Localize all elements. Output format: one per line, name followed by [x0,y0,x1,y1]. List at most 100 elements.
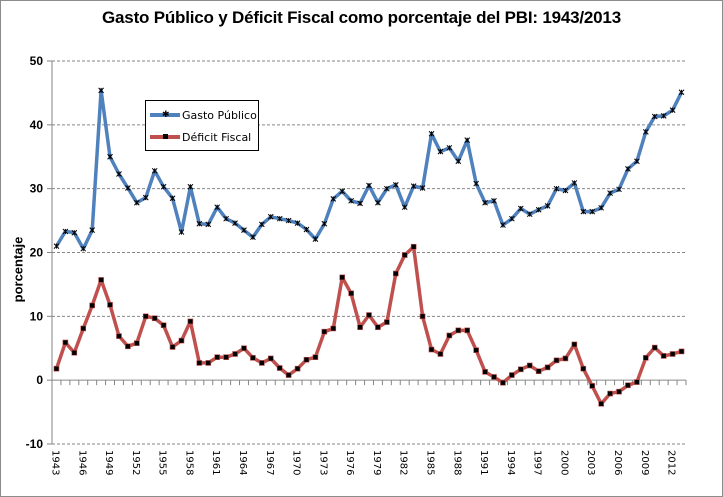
data-point-deficit [607,390,613,397]
x-tick-label: 2009 [639,450,650,475]
data-point-deficit [643,355,649,361]
x-tick-label: 2003 [585,450,596,475]
x-tick-label: 1973 [317,450,328,475]
x-tick-label: 1997 [532,450,543,475]
data-point-deficit [294,365,301,372]
data-point-deficit [366,312,372,318]
data-point-gasto [348,197,354,204]
data-point-gasto [53,243,60,249]
x-tick-label: 1991 [478,450,489,475]
data-point-gasto [330,196,337,202]
data-point-gasto [232,220,238,226]
data-point-gasto [312,236,319,242]
legend-item-gasto: ✱ Gasto Público [150,107,257,123]
data-point-gasto [509,215,515,222]
data-point-gasto [589,208,596,215]
x-tick-label: 1970 [291,450,302,475]
data-point-gasto [544,203,551,209]
x-tick-label: 1955 [157,450,168,475]
data-point-gasto [98,87,104,94]
data-point-gasto [491,197,497,204]
data-point-gasto [500,222,506,228]
data-point-deficit [437,351,444,357]
y-tick-label: 40 [30,118,44,132]
data-point-gasto [580,208,587,215]
data-point-deficit [107,302,113,308]
x-tick-label: 1946 [76,450,87,475]
data-point-deficit [348,290,354,297]
data-point-gasto [642,129,649,135]
data-point-deficit [419,313,426,320]
data-point-deficit [259,360,265,366]
data-point-deficit [303,356,310,363]
data-point-deficit [312,354,319,360]
data-point-deficit [428,346,435,353]
data-point-deficit [276,365,283,371]
data-point-gasto [250,234,256,241]
data-point-gasto [276,215,283,222]
data-point-deficit [589,383,596,389]
y-tick-label: 20 [30,246,44,260]
data-point-deficit [455,327,462,334]
data-point-gasto [178,229,185,235]
data-point-deficit [89,302,95,309]
y-tick-label: 30 [30,182,44,196]
x-tick-label: 1967 [264,450,275,475]
data-point-gasto [116,171,122,177]
x-tick-label: 1982 [398,450,409,475]
data-point-gasto [169,195,176,202]
data-point-deficit [571,341,578,348]
data-point-deficit [285,372,292,378]
data-point-gasto [392,181,399,188]
legend-label-gasto: Gasto Público [182,108,257,122]
data-point-deficit [53,365,60,372]
data-point-gasto [526,211,533,218]
data-point-gasto [107,153,113,160]
y-tick-label: 10 [30,309,44,323]
legend-swatch-gasto: ✱ [150,107,180,123]
data-point-deficit [562,355,569,362]
y-tick-label: 0 [36,373,43,387]
data-point-gasto [241,227,247,234]
data-point-gasto [616,186,622,193]
data-point-gasto [562,187,569,194]
data-point-deficit [125,343,131,350]
data-point-deficit [553,357,560,364]
data-point-gasto [267,213,274,220]
data-point-gasto [634,158,640,165]
data-point-deficit [446,332,453,339]
data-point-deficit [625,382,631,389]
data-point-deficit [660,353,667,359]
data-point-deficit [232,351,238,357]
data-point-deficit [518,366,524,373]
data-point-deficit [187,318,194,325]
data-point-gasto [366,182,372,189]
data-point-gasto [660,113,667,119]
data-point-gasto [678,89,685,96]
data-point-gasto [71,229,78,236]
data-point-deficit [169,344,176,350]
data-point-gasto [303,226,310,233]
data-point-deficit [616,388,622,395]
data-point-deficit [473,347,479,353]
data-point-gasto [80,245,87,252]
x-tick-label: 1964 [237,450,248,475]
data-point-gasto [437,148,444,155]
data-point-deficit [330,325,337,332]
data-point-gasto [401,204,408,211]
legend: ✱ Gasto Público Déficit Fiscal [145,100,259,151]
data-point-gasto [89,227,96,234]
data-point-deficit [62,339,69,346]
x-tick-label: 1976 [344,450,355,475]
data-point-gasto [446,144,453,151]
x-tick-label: 1961 [210,450,221,475]
data-point-deficit [357,324,363,330]
data-point-deficit [580,365,587,372]
data-point-gasto [553,185,560,192]
data-point-deficit [223,354,229,360]
data-point-deficit [535,368,542,375]
data-point-gasto [428,130,435,137]
data-point-deficit [178,337,185,344]
data-point-gasto [464,137,471,144]
data-point-deficit [205,360,212,366]
